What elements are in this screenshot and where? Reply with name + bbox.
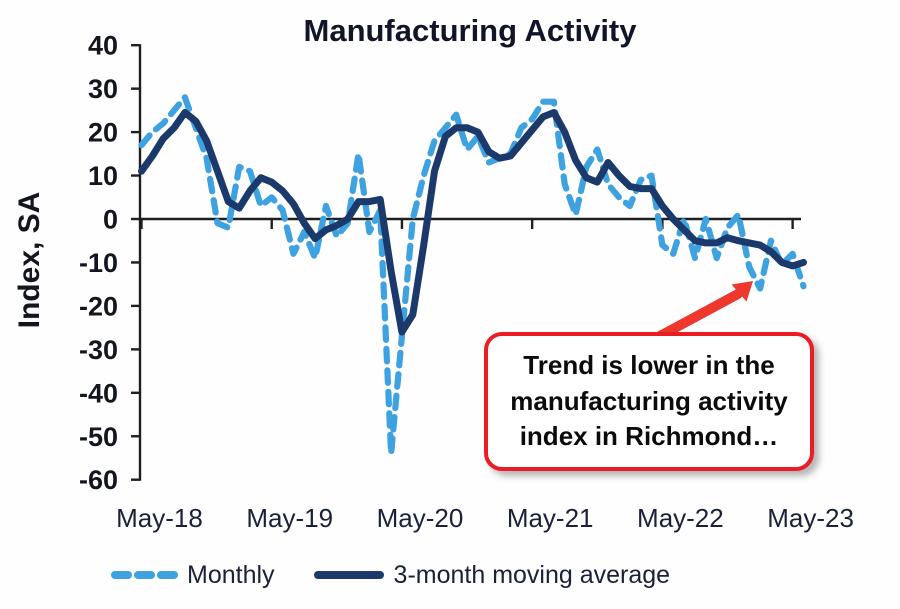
y-tick-label: -50 bbox=[79, 422, 118, 452]
monthly-series-path bbox=[138, 94, 807, 457]
monthly-line bbox=[138, 94, 807, 457]
monthly-line-sample bbox=[111, 571, 178, 579]
x-tick-label: May-20 bbox=[377, 503, 464, 533]
x-tick-label: May-22 bbox=[637, 503, 724, 533]
chart-title: Manufacturing Activity bbox=[303, 13, 637, 48]
annotation-line-3: index in Richmond… bbox=[519, 421, 779, 452]
y-tick-label: 20 bbox=[88, 118, 118, 148]
arrow-head bbox=[731, 281, 753, 302]
annotation-arrow bbox=[655, 281, 753, 341]
y-tick-label: 30 bbox=[88, 74, 118, 104]
legend-item-monthly: Monthly bbox=[110, 561, 275, 590]
arrow-shaft bbox=[655, 289, 743, 341]
y-tick-label: 40 bbox=[88, 31, 118, 61]
y-tick-label: -60 bbox=[79, 465, 118, 495]
x-tick-label: May-19 bbox=[246, 503, 333, 533]
moving-average-line-sample bbox=[313, 571, 384, 579]
annotation-line-2: manufacturing activity bbox=[510, 385, 788, 416]
y-tick-label: 10 bbox=[88, 161, 118, 191]
y-tick-label: -30 bbox=[79, 335, 118, 365]
x-tick-label: May-23 bbox=[767, 503, 854, 533]
legend: Monthly 3-month moving average bbox=[110, 556, 670, 594]
x-tick-label: May-18 bbox=[116, 503, 203, 533]
y-tick-label: -10 bbox=[79, 248, 118, 278]
annotation-line-1: Trend is lower in the bbox=[523, 349, 775, 380]
y-axis: 40 30 20 10 0 -10 -20 -30 -40 -50 -60 bbox=[79, 31, 142, 495]
y-tick-label: -20 bbox=[79, 291, 118, 321]
legend-item-moving-average: 3-month moving average bbox=[313, 560, 671, 590]
y-tick-label: -40 bbox=[79, 378, 118, 408]
moving-average-series-path bbox=[138, 109, 807, 336]
annotation-box: Trend is lower in the manufacturing acti… bbox=[484, 332, 814, 471]
x-axis-zero-line: May-18 May-19 May-20 May-21 May-22 May-23 bbox=[116, 217, 854, 533]
moving-average-line bbox=[138, 109, 807, 336]
legend-label-monthly: Monthly bbox=[187, 560, 275, 589]
y-tick-label: 0 bbox=[103, 205, 118, 235]
x-tick-label: May-21 bbox=[507, 503, 594, 533]
legend-label-moving-average: 3-month moving average bbox=[393, 560, 671, 589]
